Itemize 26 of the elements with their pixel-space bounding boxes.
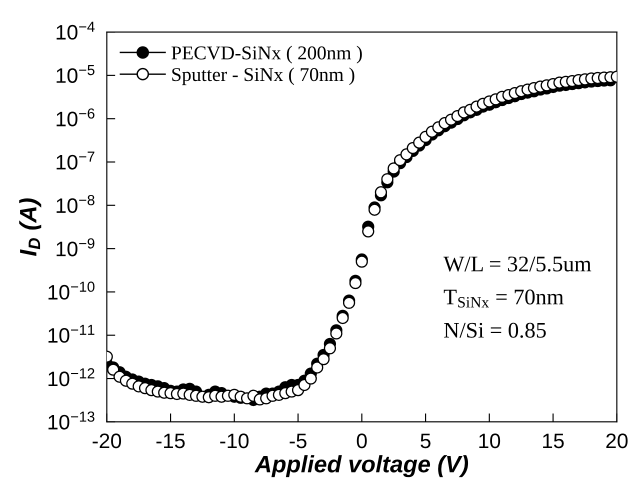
y-tick-label: 10$^{−8}$ — [56, 194, 94, 214]
y-tick-label: 10$^{−6}$ — [56, 108, 94, 126]
y-tick-label: 10$^{−12}$ — [48, 368, 94, 386]
annotation: T$_{SiNx}$ = 70nm — [444, 290, 564, 308]
y-tick-label: 10$^{−13}$ — [48, 411, 94, 430]
x-tick-label: -10 — [220, 434, 249, 448]
x-tick-label: 15 — [543, 434, 564, 448]
legend-label: PECVD-SiNx ( 200nm ) — [172, 46, 362, 64]
y-tick-label: 10$^{−11}$ — [48, 324, 94, 343]
annotation: W/L = 32/5.5um — [443, 256, 592, 272]
legend-label: Sputter - SiNx ( 70nm ) — [172, 67, 354, 86]
x-tick-label: 5 — [420, 434, 430, 448]
annotation: N/Si = 0.85 — [444, 322, 546, 338]
x-tick-label: 20 — [606, 434, 628, 448]
y-tick-label: 10$^{−5}$ — [56, 65, 94, 83]
y-axis-title: I$_{D}$ (A) — [19, 198, 42, 256]
x-tick-label: -15 — [156, 434, 185, 448]
x-tick-label: -20 — [92, 434, 122, 448]
y-tick-label: 10$^{−10}$ — [48, 282, 94, 300]
x-tick-label: 10 — [479, 434, 500, 448]
x-axis-title: Applied voltage (V) — [254, 455, 468, 478]
y-tick-label: 10$^{−9}$ — [56, 238, 94, 256]
y-tick-label: 10$^{−7}$ — [56, 152, 94, 170]
x-tick-label: 0 — [356, 434, 367, 448]
y-tick-label: 10$^{−4}$ — [56, 22, 95, 40]
x-tick-label: -5 — [290, 434, 306, 448]
